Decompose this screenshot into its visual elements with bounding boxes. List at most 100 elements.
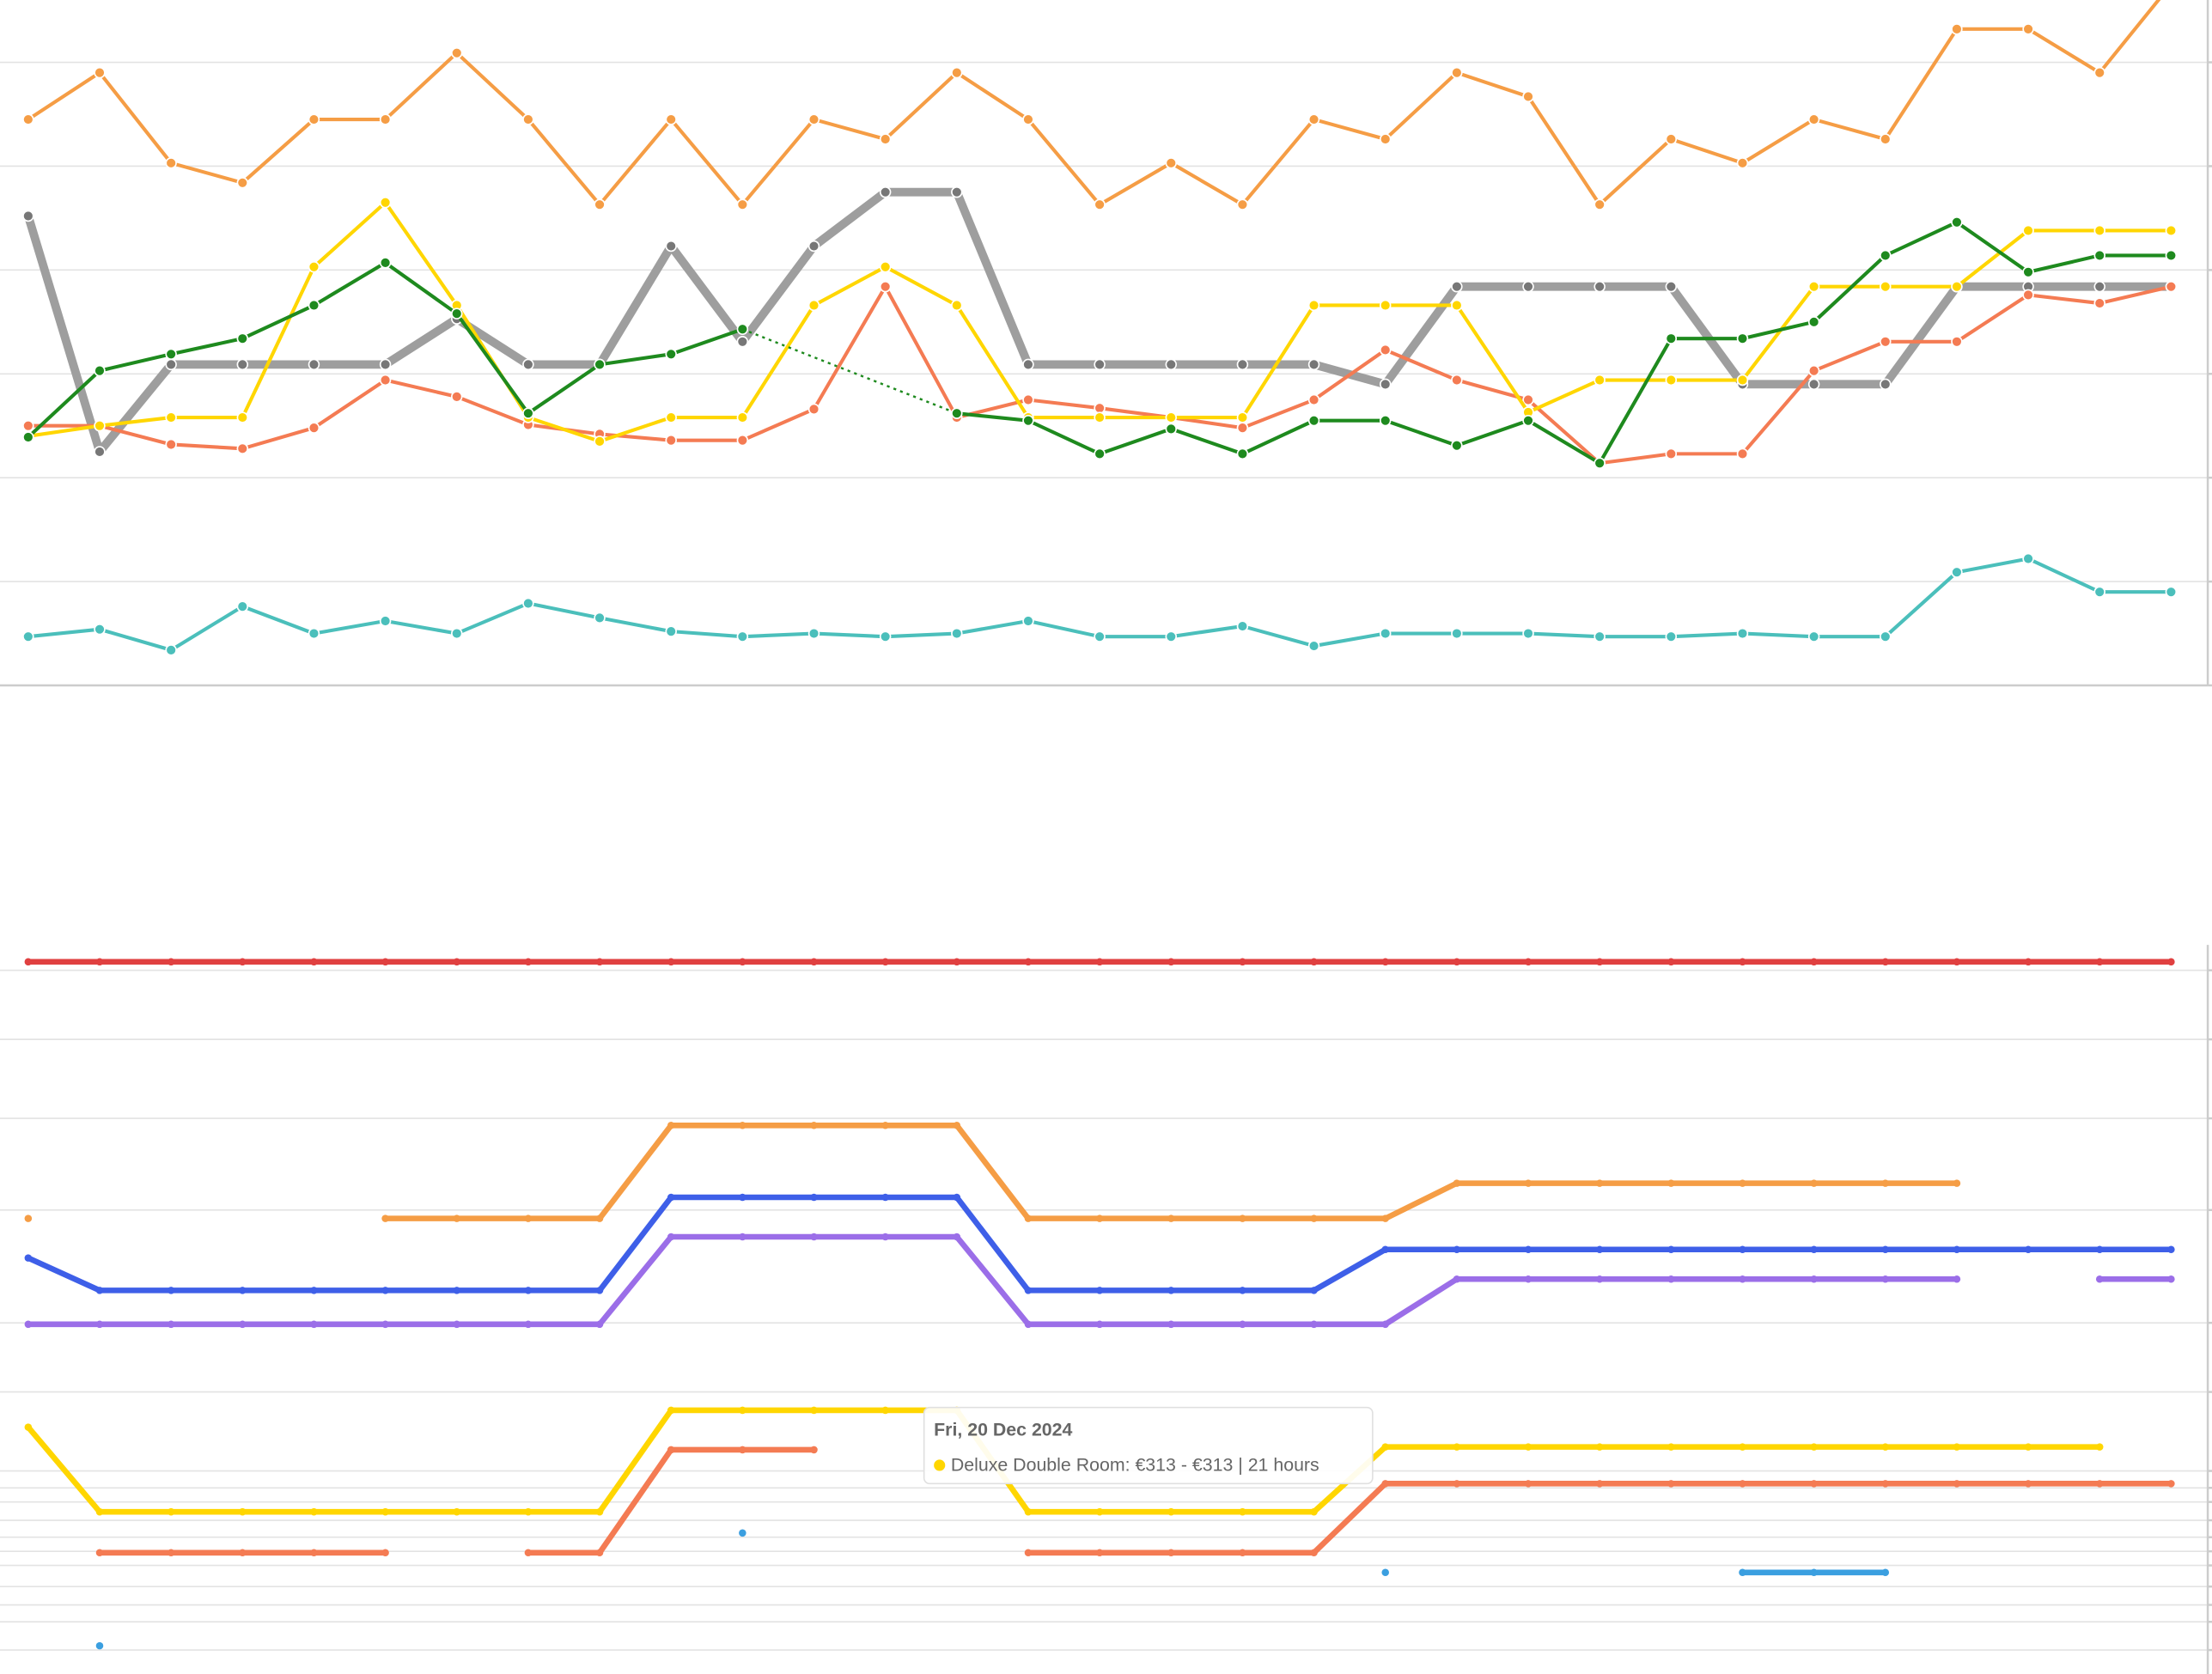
data-point xyxy=(2024,1443,2032,1451)
data-point xyxy=(308,113,320,125)
data-point xyxy=(1880,336,1892,348)
data-point xyxy=(1310,1287,1318,1294)
data-point xyxy=(308,358,320,371)
data-point xyxy=(1094,411,1106,423)
data-point xyxy=(1453,1179,1461,1187)
gap-connector xyxy=(741,328,958,415)
data-point xyxy=(2093,224,2105,237)
data-point xyxy=(1953,1443,1961,1451)
data-point xyxy=(22,431,34,443)
data-point xyxy=(1094,358,1106,371)
data-point xyxy=(739,958,746,966)
data-point xyxy=(379,615,392,627)
data-point xyxy=(236,358,249,371)
data-point xyxy=(95,1287,104,1294)
data-point xyxy=(1167,1549,1175,1557)
data-point xyxy=(1451,66,1463,79)
data-point xyxy=(1094,447,1106,460)
data-point xyxy=(1379,344,1392,356)
data-point xyxy=(807,299,820,312)
data-point xyxy=(1593,630,1606,642)
data-point xyxy=(594,435,606,447)
data-point xyxy=(1451,627,1463,640)
data-point xyxy=(881,1193,889,1202)
data-point xyxy=(1953,1275,1961,1283)
data-point xyxy=(524,958,533,966)
data-point xyxy=(451,307,463,320)
data-point xyxy=(1807,280,1820,293)
data-point xyxy=(1810,1480,1818,1488)
data-point xyxy=(1524,958,1533,966)
data-point xyxy=(881,1122,889,1129)
data-point xyxy=(1453,958,1461,966)
data-point xyxy=(951,186,963,198)
data-point xyxy=(594,358,606,371)
data-point xyxy=(1307,640,1320,652)
data-point xyxy=(524,1287,533,1294)
data-point xyxy=(807,403,820,416)
data-point xyxy=(1094,198,1106,210)
tooltip-box xyxy=(923,1406,1374,1485)
data-point xyxy=(2095,1275,2104,1283)
data-point xyxy=(1022,615,1034,627)
data-point xyxy=(1095,1549,1104,1557)
data-point xyxy=(167,1549,175,1557)
data-point xyxy=(308,422,320,434)
data-point xyxy=(1739,1179,1746,1187)
data-point xyxy=(665,348,677,361)
data-point xyxy=(381,1507,389,1516)
data-point xyxy=(453,1320,461,1329)
data-point xyxy=(167,1320,175,1329)
data-point xyxy=(1953,1179,1961,1187)
data-point xyxy=(1665,280,1678,293)
data-point xyxy=(807,627,820,640)
data-point xyxy=(522,358,534,371)
data-point xyxy=(1095,1320,1104,1329)
series-line xyxy=(27,0,2161,207)
data-point xyxy=(1880,630,1892,642)
series-line xyxy=(956,220,2172,466)
data-point xyxy=(1307,414,1320,427)
data-point xyxy=(94,419,106,432)
data-point xyxy=(165,348,177,361)
data-point xyxy=(736,323,749,336)
data-point xyxy=(1310,1214,1318,1222)
data-point xyxy=(2095,1480,2104,1488)
tooltip-title: Fri, 20 Dec 2024 xyxy=(934,1420,1072,1440)
data-point xyxy=(1881,1275,1890,1283)
data-point xyxy=(2093,66,2105,79)
data-point xyxy=(594,612,606,624)
data-point xyxy=(381,958,389,966)
data-point xyxy=(953,958,961,966)
data-point xyxy=(665,113,677,125)
data-point xyxy=(1881,1568,1890,1577)
data-point xyxy=(1739,1480,1746,1488)
data-point xyxy=(2093,586,2105,598)
data-point xyxy=(1165,411,1177,423)
data-point xyxy=(1667,958,1675,966)
data-point xyxy=(1880,378,1892,391)
data-point xyxy=(1739,1568,1746,1577)
data-point xyxy=(1024,1287,1033,1294)
data-point xyxy=(1665,332,1678,344)
data-point xyxy=(165,411,177,423)
data-point xyxy=(2024,1245,2032,1254)
data-point xyxy=(1165,423,1177,435)
data-point xyxy=(1736,447,1749,460)
data-point xyxy=(1239,1549,1246,1557)
data-point xyxy=(1379,627,1392,640)
data-point xyxy=(1451,439,1463,452)
tooltip-text: Deluxe Double Room: €313 - €313 | 21 hou… xyxy=(951,1455,1319,1476)
data-point xyxy=(1453,1245,1461,1254)
data-point xyxy=(451,46,463,59)
data-point xyxy=(165,358,177,371)
data-point xyxy=(167,1287,175,1294)
data-point xyxy=(1881,1179,1890,1187)
data-point xyxy=(810,1446,818,1454)
data-point xyxy=(239,958,247,966)
data-point xyxy=(1024,1320,1033,1329)
data-point xyxy=(95,1641,104,1650)
data-point xyxy=(1810,1443,1818,1451)
data-point xyxy=(2095,958,2104,966)
data-point xyxy=(595,1549,604,1557)
